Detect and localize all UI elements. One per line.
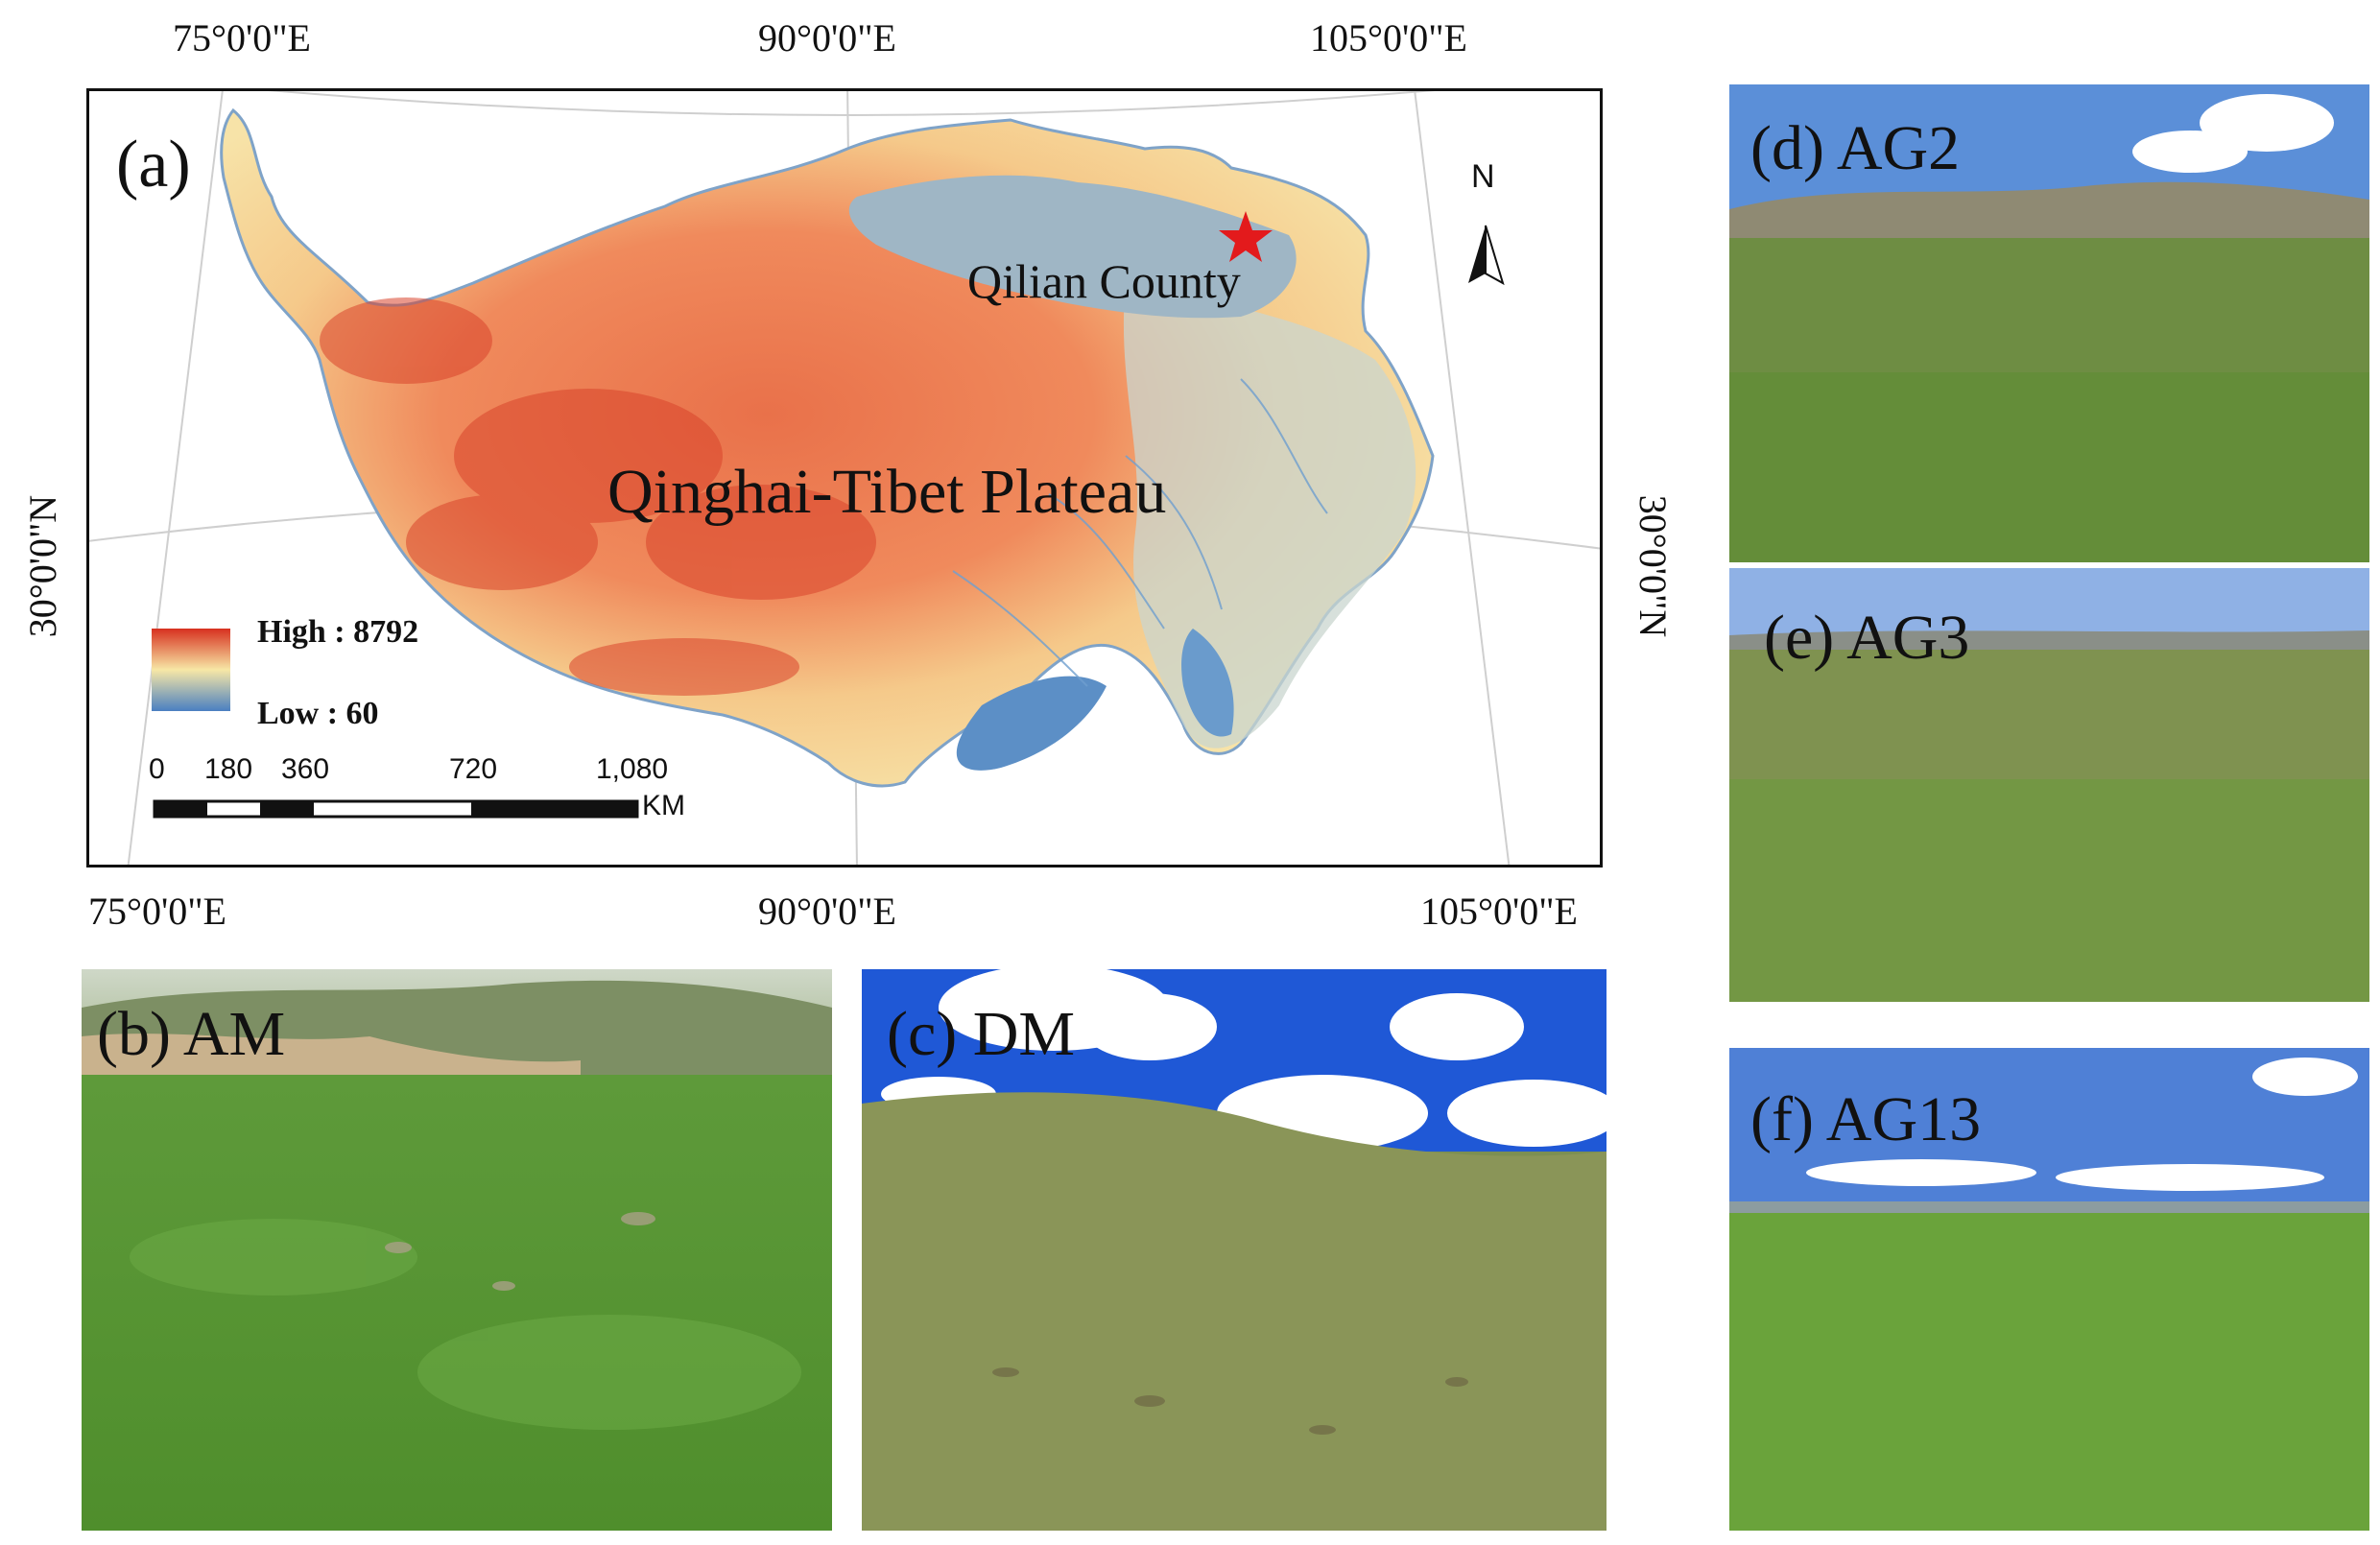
- qilian-county-star-icon: [1219, 211, 1273, 262]
- grassland-photo-ag13: [1729, 1048, 2369, 1531]
- scale-tick-720: 720: [449, 753, 498, 785]
- meadow-photo-am: [82, 969, 832, 1531]
- legend-high-label: High : 8792: [257, 614, 419, 650]
- photo-ag13: (f) AG13: [1729, 1048, 2369, 1531]
- map-panel: (a) Qinghai-Tibet Plateau Qilian County …: [86, 88, 1603, 868]
- north-arrow-icon: [1468, 225, 1505, 286]
- top-longitude-label-75: 75°0'0"E: [173, 16, 311, 59]
- top-longitude-label-105: 105°0'0"E: [1310, 16, 1467, 59]
- photo-label-ag2: (d) AG2: [1750, 113, 1961, 183]
- photo-dm: (c) DM: [862, 969, 1606, 1531]
- photo-ag3: (e) AG3: [1729, 568, 2369, 1002]
- bottom-longitude-label-105: 105°0'0"E: [1420, 890, 1578, 933]
- legend-low-label: Low : 60: [257, 696, 379, 731]
- top-longitude-label-90: 90°0'0"E: [758, 16, 896, 59]
- scale-tick-1080: 1,080: [596, 753, 669, 785]
- map-panel-label: (a): [116, 128, 191, 202]
- grassland-photo-ag3: [1729, 568, 2369, 1002]
- photo-ag2: (d) AG2: [1729, 84, 2369, 562]
- scale-unit: KM: [642, 790, 685, 821]
- photo-label-am: (b) AM: [97, 999, 286, 1069]
- region-label: Qinghai-Tibet Plateau: [607, 457, 1167, 527]
- scale-bar: [153, 799, 639, 819]
- qaidam-basin: [848, 175, 1297, 319]
- photo-label-ag13: (f) AG13: [1750, 1084, 1982, 1154]
- scale-tick-0: 0: [149, 753, 165, 785]
- photo-label-dm: (c) DM: [887, 999, 1076, 1069]
- scale-tick-180: 180: [204, 753, 253, 785]
- right-latitude-label: 30°0'0"N: [1631, 494, 1675, 638]
- grassland-photo-ag2: [1729, 84, 2369, 562]
- photo-am: (b) AM: [82, 969, 832, 1531]
- bottom-longitude-label-90: 90°0'0"E: [758, 890, 896, 933]
- left-latitude-label: 30°0'0"N: [21, 494, 64, 638]
- meadow-photo-dm: [862, 969, 1606, 1531]
- photo-label-ag3: (e) AG3: [1764, 603, 1970, 673]
- county-label: Qilian County: [967, 254, 1241, 308]
- scale-tick-360: 360: [281, 753, 330, 785]
- bottom-longitude-label-75: 75°0'0"E: [88, 890, 226, 933]
- legend-color-ramp: [152, 629, 230, 711]
- elevation-map: [89, 91, 1600, 865]
- north-label: N: [1471, 158, 1495, 195]
